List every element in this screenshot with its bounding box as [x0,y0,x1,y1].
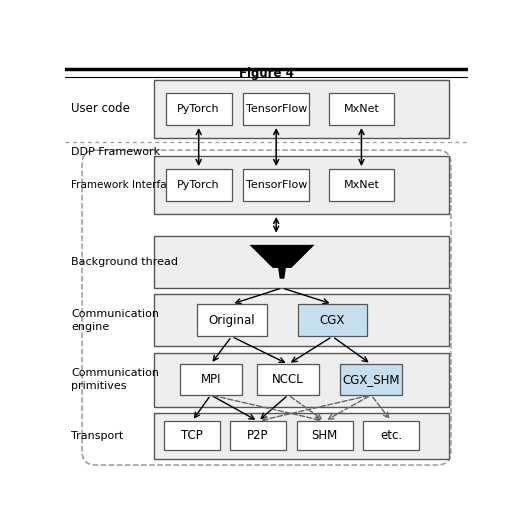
Text: etc.: etc. [380,429,402,442]
Text: User code: User code [71,103,130,115]
Bar [154,156,449,214]
Bar [329,169,394,201]
Bar [297,421,353,450]
Text: P2P: P2P [247,429,269,442]
Polygon shape [250,245,315,268]
Text: MxNet: MxNet [344,180,380,190]
Text: PyTorch: PyTorch [177,104,220,114]
Text: PyTorch: PyTorch [177,180,220,190]
Bar [166,169,231,201]
Bar [363,421,419,450]
Text: Original: Original [209,314,255,327]
Bar [154,236,449,288]
Text: SHM: SHM [311,429,338,442]
Bar [180,364,242,395]
Bar [154,413,449,459]
Text: Framework Interface: Framework Interface [71,180,179,190]
Text: Figure 4: Figure 4 [239,67,294,79]
Text: TensorFlow: TensorFlow [245,104,307,114]
Bar [230,421,286,450]
Bar [257,364,319,395]
Bar [166,93,231,125]
Text: TensorFlow: TensorFlow [245,180,307,190]
Text: MxNet: MxNet [344,104,380,114]
Bar [329,93,394,125]
Text: CGX_SHM: CGX_SHM [342,373,400,386]
Bar [154,352,449,407]
Text: CGX: CGX [320,314,345,327]
Bar [197,304,267,337]
Text: Communication
primitives: Communication primitives [71,368,159,391]
Bar [340,364,402,395]
Text: Background thread: Background thread [71,257,178,267]
Text: Transport: Transport [71,431,123,441]
Bar [297,304,367,337]
Bar [154,294,449,347]
Text: Communication
engine: Communication engine [71,309,159,332]
Text: NCCL: NCCL [272,373,304,386]
Bar [243,93,309,125]
Bar [243,169,309,201]
Text: DDP Framework: DDP Framework [71,147,160,157]
Text: MPI: MPI [200,373,221,386]
Text: TCP: TCP [181,429,203,442]
Bar [164,421,220,450]
Bar [154,80,449,138]
Polygon shape [278,268,286,279]
